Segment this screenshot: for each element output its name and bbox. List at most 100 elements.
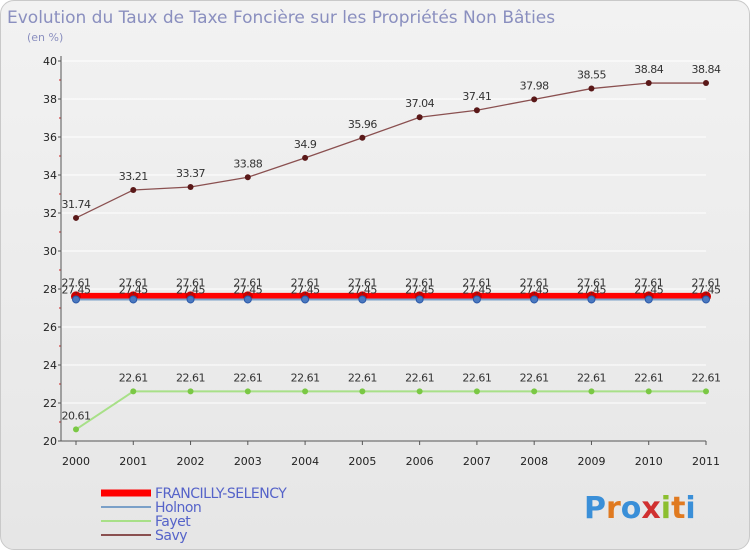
legend-label-holnon: Holnon xyxy=(155,500,201,516)
data-point-holnon xyxy=(702,295,710,304)
data-label-fayet: 22.61 xyxy=(634,371,663,384)
data-label-francilly-selency: 27.61 xyxy=(62,276,91,289)
x-tick-label: 2002 xyxy=(177,455,205,468)
data-label-savy: 31.74 xyxy=(62,198,91,211)
data-label-francilly-selency: 27.61 xyxy=(577,276,606,289)
data-point-fayet xyxy=(588,388,595,395)
data-label-savy: 34.9 xyxy=(294,138,317,151)
data-point-fayet xyxy=(416,388,423,395)
series-fayet xyxy=(73,388,709,433)
x-tick-label: 2001 xyxy=(119,455,147,468)
proxiti-logo: Proxiti xyxy=(584,491,696,526)
legend-label-savy: Savy xyxy=(155,528,187,544)
data-point-holnon xyxy=(472,295,481,304)
data-point-holnon xyxy=(186,295,195,304)
data-point-savy xyxy=(473,107,480,114)
data-label-francilly-selency: 27.61 xyxy=(233,276,262,289)
data-point-savy xyxy=(359,134,366,141)
y-tick-label: 22 xyxy=(43,397,57,410)
data-label-holnon: 27.45 xyxy=(577,283,606,296)
data-label-francilly-selency: 27.61 xyxy=(520,276,549,289)
x-tick-label: 2006 xyxy=(406,455,434,468)
data-point-holnon xyxy=(243,295,252,304)
grid-lines xyxy=(61,60,706,442)
series-line-savy xyxy=(75,82,706,219)
data-point-holnon xyxy=(530,295,539,304)
data-point-fayet xyxy=(244,388,251,395)
legend-label-fayet: Fayet xyxy=(155,514,191,530)
y-tick-label: 36 xyxy=(43,131,57,144)
data-label-savy: 33.88 xyxy=(233,157,262,170)
data-point-fayet xyxy=(130,388,137,395)
data-label-holnon: 27.45 xyxy=(405,283,434,296)
data-label-fayet: 22.61 xyxy=(233,371,262,384)
data-point-savy xyxy=(703,80,709,87)
data-label-holnon: 27.45 xyxy=(462,283,491,296)
y-tick-label: 24 xyxy=(43,359,57,372)
logo-text: Proxiti xyxy=(584,491,696,526)
y-tick-label: 20 xyxy=(43,435,57,448)
x-tick-label: 2011 xyxy=(692,455,720,468)
data-label-francilly-selency: 27.61 xyxy=(119,276,148,289)
data-point-fayet xyxy=(645,388,652,395)
data-label-fayet: 22.61 xyxy=(119,371,148,384)
data-label-savy: 37.41 xyxy=(462,90,491,103)
x-tick-label: 2008 xyxy=(520,455,548,468)
data-point-fayet xyxy=(359,388,366,395)
data-point-holnon xyxy=(72,295,80,304)
data-label-savy: 38.84 xyxy=(692,63,721,76)
chart-subtitle: (en %) xyxy=(27,31,63,44)
y-tick-label: 28 xyxy=(43,283,57,296)
data-label-fayet: 20.61 xyxy=(62,409,91,422)
data-label-holnon: 27.45 xyxy=(176,283,205,296)
data-point-fayet xyxy=(703,388,709,395)
y-tick-label: 40 xyxy=(43,55,57,68)
data-label-savy: 37.04 xyxy=(405,97,434,110)
data-label-holnon: 27.45 xyxy=(348,283,377,296)
data-label-savy: 37.98 xyxy=(520,79,549,92)
data-label-holnon: 27.45 xyxy=(692,283,721,296)
data-label-holnon: 27.45 xyxy=(62,283,91,296)
data-point-savy xyxy=(187,183,194,190)
data-point-savy xyxy=(531,96,538,103)
data-label-savy: 38.55 xyxy=(577,69,606,82)
data-point-fayet xyxy=(531,388,538,395)
data-point-holnon xyxy=(644,295,653,304)
data-point-savy xyxy=(244,174,251,181)
data-point-fayet xyxy=(302,388,309,395)
y-tick-label: 38 xyxy=(43,93,57,106)
data-label-francilly-selency: 27.61 xyxy=(634,276,663,289)
y-tick-label: 32 xyxy=(43,207,57,220)
data-label-savy: 33.21 xyxy=(119,170,148,183)
data-label-holnon: 27.45 xyxy=(119,283,148,296)
data-label-holnon: 27.45 xyxy=(233,283,262,296)
data-label-fayet: 22.61 xyxy=(462,371,491,384)
data-point-savy xyxy=(302,154,309,161)
data-point-holnon xyxy=(587,295,596,304)
data-point-savy xyxy=(416,114,423,121)
data-point-holnon xyxy=(358,295,367,304)
data-label-fayet: 22.61 xyxy=(405,371,434,384)
y-tick-label: 26 xyxy=(43,321,57,334)
data-label-francilly-selency: 27.61 xyxy=(291,276,320,289)
axes: 20 22 24 26 28 30 32 34 36 38 40 2000 2001 2002 2003 20… xyxy=(43,55,720,468)
y-tick-label: 34 xyxy=(43,169,57,182)
series-layer xyxy=(71,80,711,433)
data-label-fayet: 22.61 xyxy=(692,371,721,384)
series-savy xyxy=(73,80,709,221)
x-tick-label: 2010 xyxy=(635,455,663,468)
chart-title: Evolution du Taux de Taxe Foncière sur l… xyxy=(7,8,555,28)
data-label-fayet: 22.61 xyxy=(577,371,606,384)
data-point-fayet xyxy=(187,388,194,395)
data-point-savy xyxy=(645,80,652,87)
x-tick-label: 2004 xyxy=(291,455,319,468)
series-holnon xyxy=(72,295,710,304)
data-point-savy xyxy=(588,85,595,92)
data-point-savy xyxy=(73,214,79,221)
data-label-holnon: 27.45 xyxy=(634,283,663,296)
data-label-francilly-selency: 27.61 xyxy=(692,276,721,289)
data-label-francilly-selency: 27.61 xyxy=(176,276,205,289)
x-tick-label: 2000 xyxy=(62,455,90,468)
